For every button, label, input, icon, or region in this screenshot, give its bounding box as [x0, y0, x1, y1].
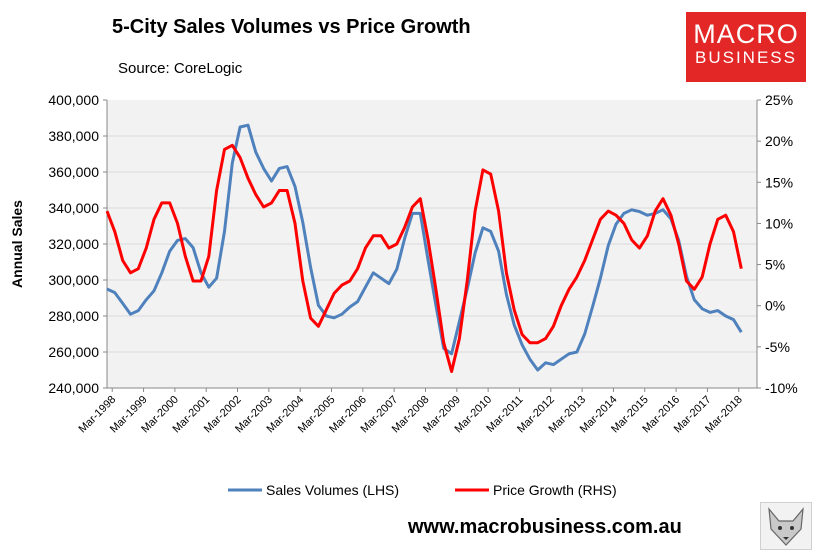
- y-tick-label: 380,000: [48, 128, 99, 144]
- price-growth-line: [105, 143, 743, 373]
- logo-line-1: MACRO: [693, 19, 799, 49]
- y-tick-label: 360,000: [48, 164, 99, 180]
- y2-tick-label: 10%: [765, 215, 793, 231]
- fox-mascot-icon: [760, 502, 812, 550]
- legend-sales-label: Sales Volumes (LHS): [266, 482, 399, 498]
- y2-tick-label: 5%: [765, 257, 785, 273]
- y2-tick-label: 20%: [765, 133, 793, 149]
- y-tick-label: 280,000: [48, 308, 99, 324]
- y-tick-label: 320,000: [48, 236, 99, 252]
- y2-tick-label: 15%: [765, 174, 793, 190]
- chart-title: 5-City Sales Volumes vs Price Growth: [112, 16, 471, 38]
- y2-tick-label: 25%: [765, 92, 793, 108]
- y-tick-label: 300,000: [48, 272, 99, 288]
- chart-source: Source: CoreLogic: [118, 60, 243, 77]
- macrobusiness-logo: MACRO BUSINESS: [686, 12, 806, 82]
- logo-line-2: BUSINESS: [695, 48, 797, 67]
- y-axis-label: Annual Sales: [9, 200, 25, 288]
- sales-volumes-line: [106, 123, 743, 372]
- y2-tick-label: 0%: [765, 298, 785, 314]
- legend-price-label: Price Growth (RHS): [493, 482, 617, 498]
- website-url: www.macrobusiness.com.au: [408, 516, 682, 538]
- series-layer: [105, 123, 743, 373]
- y-tick-label: 240,000: [48, 380, 99, 396]
- y2-tick-label: -10%: [765, 380, 798, 396]
- y-tick-label: 340,000: [48, 200, 99, 216]
- y-tick-label: 260,000: [48, 344, 99, 360]
- legend: Sales Volumes (LHS) Price Growth (RHS): [228, 482, 617, 498]
- axes: [103, 99, 761, 392]
- y-tick-label: 400,000: [48, 92, 99, 108]
- y2-tick-label: -5%: [765, 339, 790, 355]
